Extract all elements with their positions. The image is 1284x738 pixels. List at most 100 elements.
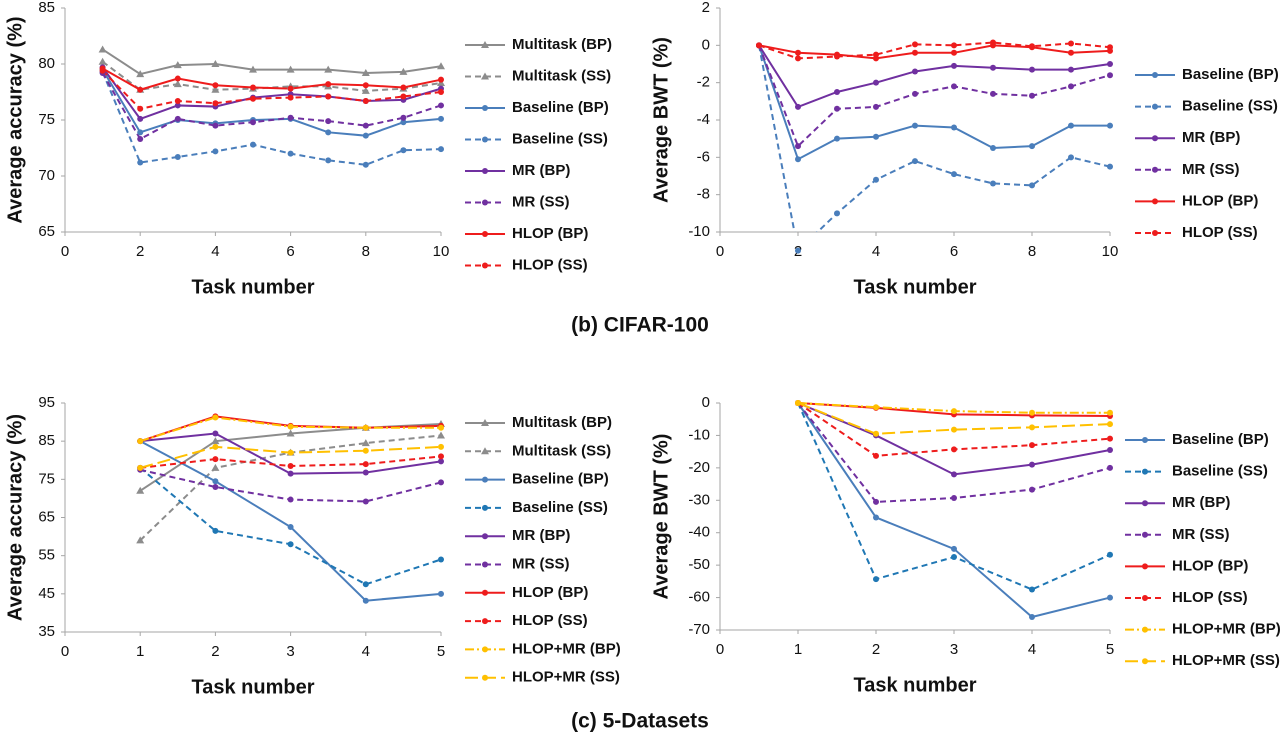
data-point (137, 438, 144, 445)
legend-marker (481, 72, 489, 80)
y-axis-title: Average accuracy (%) (4, 16, 26, 223)
legend-marker (482, 533, 488, 540)
x-tick-label: 5 (1106, 641, 1114, 658)
data-point (99, 67, 106, 74)
data-point (361, 68, 370, 76)
data-point (174, 153, 181, 160)
data-point (361, 86, 370, 94)
y-tick-label: 80 (38, 55, 55, 72)
data-point (438, 556, 444, 563)
data-point (1107, 421, 1113, 428)
y-tick-label: 55 (38, 547, 55, 564)
data-point (951, 42, 957, 49)
y-tick-label: -30 (688, 491, 710, 508)
legend-label: Baseline (SS) (512, 499, 608, 516)
data-point (1107, 447, 1113, 454)
x-tick-label: 3 (950, 641, 958, 658)
data-point (951, 408, 957, 415)
data-point (362, 97, 369, 104)
y-tick-label: 85 (38, 432, 55, 449)
legend-label: MR (SS) (512, 193, 570, 210)
data-point (951, 124, 957, 131)
data-point (438, 89, 444, 95)
legend-label: Baseline (BP) (512, 99, 609, 116)
data-point (438, 590, 444, 597)
data-point (1068, 83, 1074, 90)
legend-label: HLOP+MR (BP) (1172, 621, 1281, 638)
data-point (1068, 122, 1074, 129)
legend-marker (1152, 135, 1158, 142)
y-tick-label: 65 (38, 508, 55, 525)
legend-marker (482, 646, 488, 653)
data-point (174, 75, 181, 82)
y-tick-label: 0 (702, 394, 710, 411)
data-point (211, 60, 220, 67)
legend-label: HLOP (BP) (1182, 192, 1258, 209)
data-point (1068, 154, 1074, 161)
x-tick-label: 1 (794, 641, 802, 658)
legend-marker (482, 168, 488, 174)
data-point (1029, 409, 1035, 416)
y-tick-label: 0 (702, 36, 710, 53)
legend-label: Multitask (BP) (512, 36, 612, 53)
data-point (795, 55, 801, 62)
series-line (101, 72, 442, 141)
legend-marker (1152, 72, 1158, 78)
data-point (362, 82, 369, 89)
data-point (873, 430, 879, 437)
y-tick-label: 95 (38, 394, 55, 411)
legend-marker (1142, 500, 1148, 507)
data-point (287, 449, 294, 456)
series-line (102, 60, 442, 92)
legend-label: MR (BP) (1172, 494, 1230, 511)
data-point (951, 554, 957, 561)
y-tick-label: 75 (38, 470, 55, 487)
data-point (951, 426, 957, 433)
y-axis-title: Average BWT (%) (650, 37, 672, 203)
data-point (325, 118, 332, 125)
x-tick-label: 4 (872, 243, 880, 260)
data-point (137, 464, 144, 471)
series-line (758, 44, 1111, 60)
data-point (325, 81, 332, 88)
x-tick-label: 6 (286, 243, 294, 260)
data-point (1107, 61, 1113, 67)
y-axis-title: Average BWT (%) (650, 434, 672, 600)
data-point (362, 581, 369, 588)
data-point (212, 122, 219, 129)
legend-marker (1142, 563, 1148, 570)
data-point (438, 458, 444, 465)
data-point (912, 122, 918, 129)
data-point (438, 115, 444, 122)
legend-marker (482, 476, 488, 483)
data-point (173, 61, 182, 69)
series-line (102, 48, 442, 76)
data-point (873, 79, 879, 86)
legend-label: HLOP+MR (BP) (512, 640, 621, 657)
data-point (951, 446, 957, 453)
y-tick-label: 70 (38, 167, 55, 184)
data-point (912, 68, 918, 75)
series-line (758, 45, 1111, 232)
plot-area (101, 48, 442, 166)
x-tick-label: 4 (211, 243, 219, 260)
legend-label: HLOP+MR (SS) (1172, 652, 1280, 669)
data-point (1029, 182, 1035, 189)
data-point (212, 478, 219, 485)
data-point (287, 85, 294, 92)
series-line (758, 44, 1111, 148)
legend-marker (1142, 468, 1148, 475)
data-point (795, 49, 801, 56)
data-point (212, 148, 219, 155)
data-point (1107, 409, 1113, 416)
data-point (287, 496, 294, 503)
data-point (834, 89, 840, 95)
data-point (212, 527, 219, 534)
x-axis-title: Task number (192, 676, 315, 698)
y-tick-label: 2 (702, 0, 710, 16)
data-point (136, 536, 145, 544)
legend-label: MR (BP) (512, 527, 570, 544)
data-point (287, 94, 294, 101)
legend-label: HLOP+MR (SS) (512, 669, 620, 686)
x-tick-label: 6 (950, 243, 958, 260)
